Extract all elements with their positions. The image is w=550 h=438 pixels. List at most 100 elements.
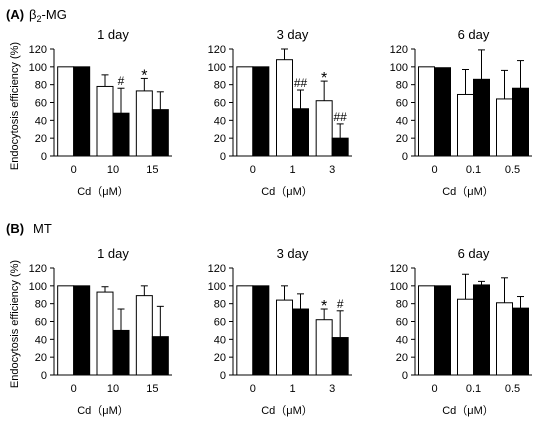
significance-marker: *: [141, 67, 147, 84]
panel-a-label: (A) β2-MG: [6, 7, 67, 24]
chart-a2-x-axis-label: Cd（μM）: [261, 185, 313, 198]
y-tick-label: 100: [29, 62, 47, 74]
y-tick-label: 40: [396, 115, 408, 127]
chart-a3-x-axis-label: Cd（μM）: [442, 185, 494, 198]
y-tick-label: 20: [214, 352, 226, 364]
y-tick-label: 100: [390, 281, 408, 293]
bar: [97, 292, 113, 375]
bar: [435, 286, 451, 375]
y-tick-label: 60: [35, 317, 47, 329]
x-tick-label: 0: [250, 383, 256, 395]
y-tick-label: 60: [214, 98, 226, 110]
x-tick-label: 0.1: [466, 164, 481, 176]
x-tick-label: 1: [289, 164, 295, 176]
y-tick-label: 40: [396, 334, 408, 346]
y-tick-label: 0: [402, 370, 408, 382]
bar: [152, 110, 168, 156]
y-tick-label: 20: [396, 133, 408, 145]
y-tick-label: 60: [35, 98, 47, 110]
y-tick-label: 120: [208, 44, 226, 56]
chart-b1-x-axis-label: Cd（μM）: [77, 404, 129, 417]
chart-a-1-day: 1 day 0 20 40 60 80 100 120 0 #10 * 15: [29, 27, 172, 176]
chart-b-1-day: 1 day 0 20 40 60 80 100 120 0 10 15: [29, 246, 172, 395]
x-tick-label: 0.5: [505, 383, 520, 395]
chart-title: 3 day: [277, 246, 309, 261]
bar: [513, 88, 529, 156]
y-tick-label: 20: [396, 352, 408, 364]
bar: [136, 91, 152, 156]
bar: [474, 79, 490, 156]
x-tick-label: 3: [329, 383, 335, 395]
chart-title: 1 day: [97, 246, 129, 261]
chart-a-3-day: 3 day 0 20 40 60 80 100 120 0 ## 1 * ## 3: [208, 27, 352, 176]
panel-b-letter: (B): [6, 221, 24, 236]
significance-marker: *: [321, 298, 327, 315]
bar: [513, 308, 529, 375]
chart-title: 3 day: [277, 27, 309, 42]
significance-marker: *: [321, 70, 327, 87]
chart-b-6-day: 6 day 0 20 40 60 80 100 120 0 0.1 0.5: [390, 246, 532, 395]
bar: [58, 67, 74, 156]
y-tick-label: 120: [208, 263, 226, 275]
chart-title: 6 day: [458, 27, 490, 42]
bar: [237, 286, 253, 375]
y-tick-label: 100: [390, 62, 408, 74]
x-tick-label: 0: [431, 383, 437, 395]
bar: [332, 138, 348, 156]
y-tick-label: 120: [390, 263, 408, 275]
bar: [458, 94, 474, 156]
chart-title: 6 day: [458, 246, 490, 261]
x-tick-label: 1: [289, 383, 295, 395]
y-tick-label: 80: [214, 80, 226, 92]
y-tick-label: 0: [41, 151, 47, 163]
y-tick-label: 100: [208, 281, 226, 293]
x-tick-label: 0: [71, 383, 77, 395]
y-tick-label: 20: [35, 352, 47, 364]
bar: [497, 303, 513, 375]
y-tick-label: 0: [220, 370, 226, 382]
bar: [435, 68, 451, 156]
bar: [253, 286, 269, 375]
bar: [58, 286, 74, 375]
bar: [277, 60, 293, 156]
panel-a-analyte-symbol: β: [29, 7, 36, 22]
bar: [293, 109, 309, 156]
panel-a-letter: (A): [6, 7, 24, 22]
panel-b-y-axis-label: Endocytosis efficiency (%): [9, 260, 21, 388]
bar: [316, 101, 332, 156]
y-tick-label: 40: [214, 115, 226, 127]
chart-b-3-day: 3 day 0 20 40 60 80 100 120 0 1 * #3: [208, 246, 352, 395]
bar: [497, 99, 513, 156]
x-tick-label: 10: [107, 383, 119, 395]
x-tick-label: 0.1: [466, 383, 481, 395]
bar: [332, 338, 348, 375]
y-tick-label: 60: [396, 317, 408, 329]
chart-a-6-day: 6 day 0 20 40 60 80 100 120 0 0.1 0.5: [390, 27, 532, 176]
chart-title: 1 day: [97, 27, 129, 42]
y-tick-label: 0: [41, 370, 47, 382]
y-tick-label: 60: [396, 98, 408, 110]
significance-marker: #: [337, 297, 344, 311]
y-tick-label: 0: [402, 151, 408, 163]
significance-marker: ##: [333, 110, 347, 124]
significance-marker: #: [118, 74, 125, 88]
bar: [253, 67, 269, 156]
y-tick-label: 20: [35, 133, 47, 145]
y-tick-label: 120: [29, 44, 47, 56]
bar: [97, 86, 113, 156]
bar: [113, 113, 129, 156]
bar: [316, 320, 332, 375]
y-tick-label: 100: [208, 62, 226, 74]
bar: [293, 309, 309, 375]
bar: [152, 337, 168, 375]
y-tick-label: 80: [214, 299, 226, 311]
panel-b-label: (B) MT: [6, 221, 52, 236]
bar: [419, 286, 435, 375]
y-tick-label: 40: [35, 115, 47, 127]
bar: [419, 67, 435, 156]
y-tick-label: 120: [29, 263, 47, 275]
bar: [277, 300, 293, 375]
chart-b3-x-axis-label: Cd（μM）: [442, 404, 494, 417]
bar: [74, 286, 90, 375]
y-tick-label: 120: [390, 44, 408, 56]
